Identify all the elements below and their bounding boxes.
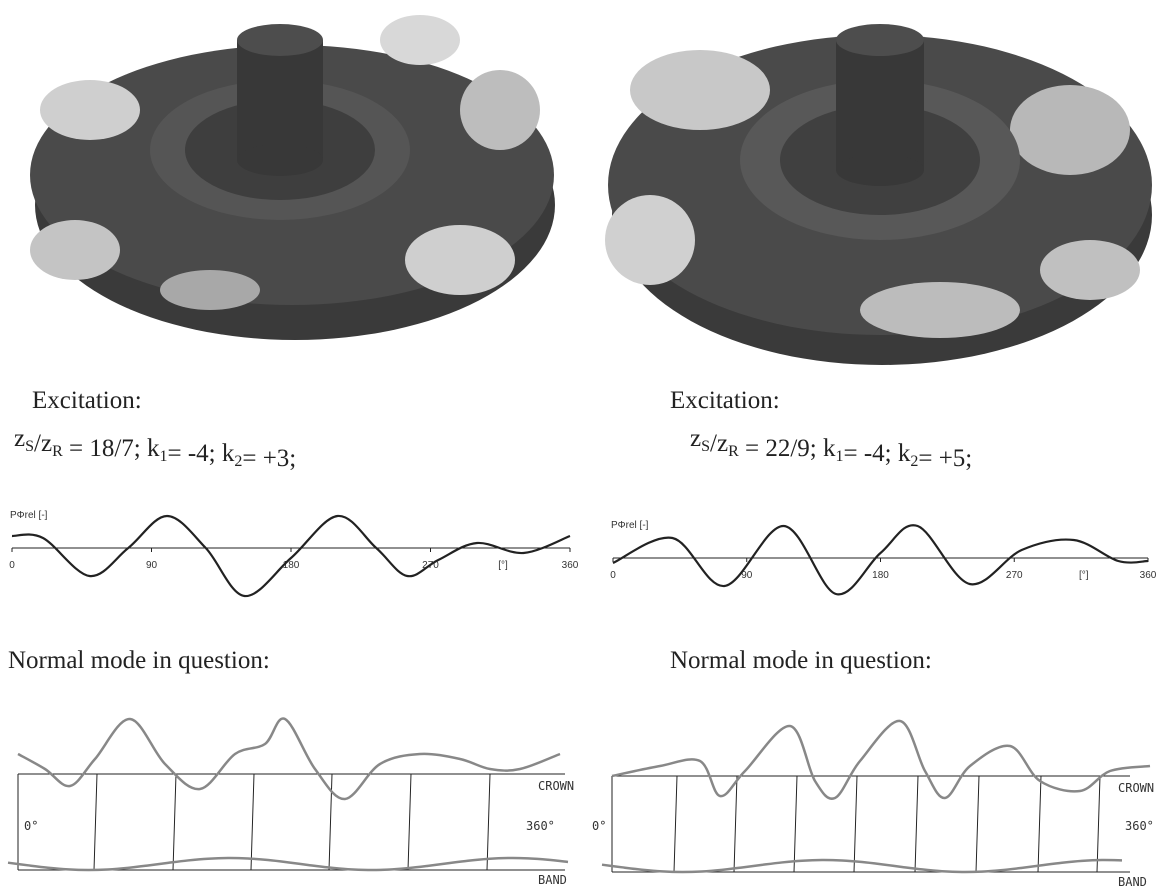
x-axis-unit: [°] (498, 560, 508, 571)
x-tick-label: 270 (1006, 570, 1023, 581)
formula-subscript: R (52, 443, 63, 460)
formula-text: = -4; k (167, 440, 234, 467)
blade-line (251, 774, 254, 870)
excitation-formula: zS/zR = 22/9; k1= -4; k2= +5; (690, 425, 972, 472)
formula-text: = -4; k (843, 440, 910, 467)
formula-text: /z (34, 430, 52, 457)
formula-text: = +5; (918, 445, 972, 472)
render-right (605, 24, 1152, 365)
formula-subscript: S (25, 438, 34, 455)
mode-start-label: 0° (24, 819, 38, 833)
x-tick-label: 180 (872, 570, 889, 581)
formula-subscript: 1 (159, 448, 167, 465)
excitation-curve (12, 516, 570, 596)
formula-subscript: 1 (835, 448, 843, 465)
blade-line (794, 776, 797, 872)
mode-title: Normal mode in question: (670, 647, 932, 674)
excitation-label: Excitation: (32, 387, 142, 414)
band-curve (8, 858, 568, 870)
x-tick-label: 360 (562, 560, 579, 571)
formula-text: = 22/9; k (739, 435, 836, 462)
x-axis-unit: [°] (1079, 570, 1089, 581)
formula-text: = 18/7; k (63, 435, 160, 462)
mode-start-label: 0° (592, 819, 606, 833)
blade-line (173, 774, 176, 870)
blade-line (1038, 776, 1041, 872)
band-curve (602, 860, 1122, 872)
mode-title: Normal mode in question: (8, 647, 270, 674)
blade-line (487, 774, 490, 870)
x-tick-label: 90 (146, 560, 158, 571)
render-left (30, 15, 555, 340)
mode-bottom-label: BAND (538, 873, 567, 887)
blade-line (408, 774, 411, 870)
x-tick-label: 0 (9, 560, 15, 571)
blade-line (734, 776, 737, 872)
blade-line (1097, 776, 1100, 872)
mode-bottom-label: BAND (1118, 875, 1147, 887)
mode-end-label: 360° (526, 819, 555, 833)
formula-subscript: 2 (910, 453, 918, 470)
formula-text: = +3; (242, 445, 296, 472)
x-tick-label: 360 (1140, 570, 1157, 581)
mode-end-label: 360° (1125, 819, 1154, 833)
crown-curve (18, 719, 560, 800)
formula-text: /z (710, 430, 728, 457)
blade-line (976, 776, 979, 872)
formula-subscript: 2 (234, 453, 242, 470)
x-tick-label: 180 (283, 560, 300, 571)
formula-text: z (690, 425, 701, 452)
y-axis-label: PΦrel [-] (10, 510, 48, 521)
blade-line (854, 776, 857, 872)
figure: Excitation:zS/zR = 18/7; k1= -4; k2= +3;… (0, 0, 1171, 887)
formula-subscript: S (701, 438, 710, 455)
blade-line (94, 774, 97, 870)
x-tick-label: 0 (610, 570, 616, 581)
y-axis-label: PΦrel [-] (611, 520, 649, 531)
mode-top-label: CROWN (538, 779, 574, 793)
blade-line (915, 776, 918, 872)
formula-text: z (14, 425, 25, 452)
formula-subscript: R (728, 443, 739, 460)
excitation-formula: zS/zR = 18/7; k1= -4; k2= +3; (14, 425, 296, 472)
excitation-label: Excitation: (670, 387, 780, 414)
crown-curve (612, 721, 1150, 799)
blade-line (674, 776, 677, 872)
mode-top-label: CROWN (1118, 781, 1154, 795)
